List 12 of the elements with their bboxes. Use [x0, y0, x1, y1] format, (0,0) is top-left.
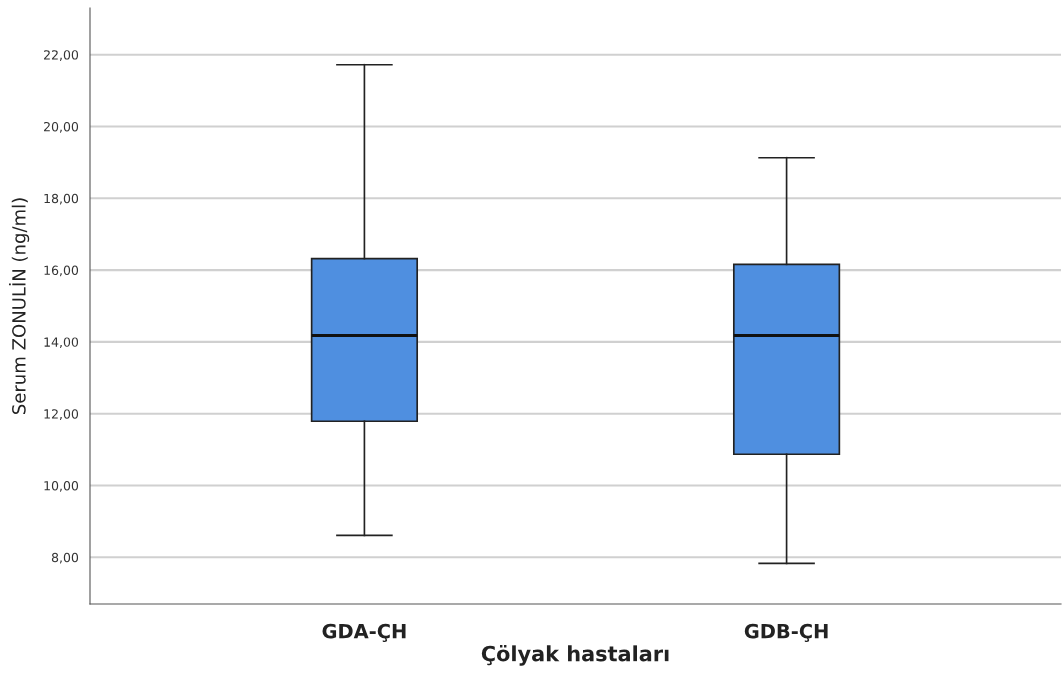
- y-tick-label: 22,00: [44, 50, 79, 61]
- y-axis-title: Serum ZONULİN (ng/ml): [9, 198, 30, 414]
- y-tick-label: 20,00: [44, 121, 79, 133]
- y-tick-label: 16,00: [44, 265, 79, 277]
- y-tick-label: 14,00: [44, 337, 79, 349]
- x-axis-title: Çölyak hastaları: [481, 645, 669, 666]
- y-tick-label: 18,00: [44, 193, 79, 205]
- y-tick-label: 10,00: [44, 480, 79, 492]
- y-tick-label: 8,00: [51, 552, 79, 564]
- x-tick-label: GDA-ÇH: [322, 623, 406, 643]
- x-tick-label: GDB-ÇH: [744, 623, 828, 643]
- y-tick-label: 12,00: [44, 409, 79, 420]
